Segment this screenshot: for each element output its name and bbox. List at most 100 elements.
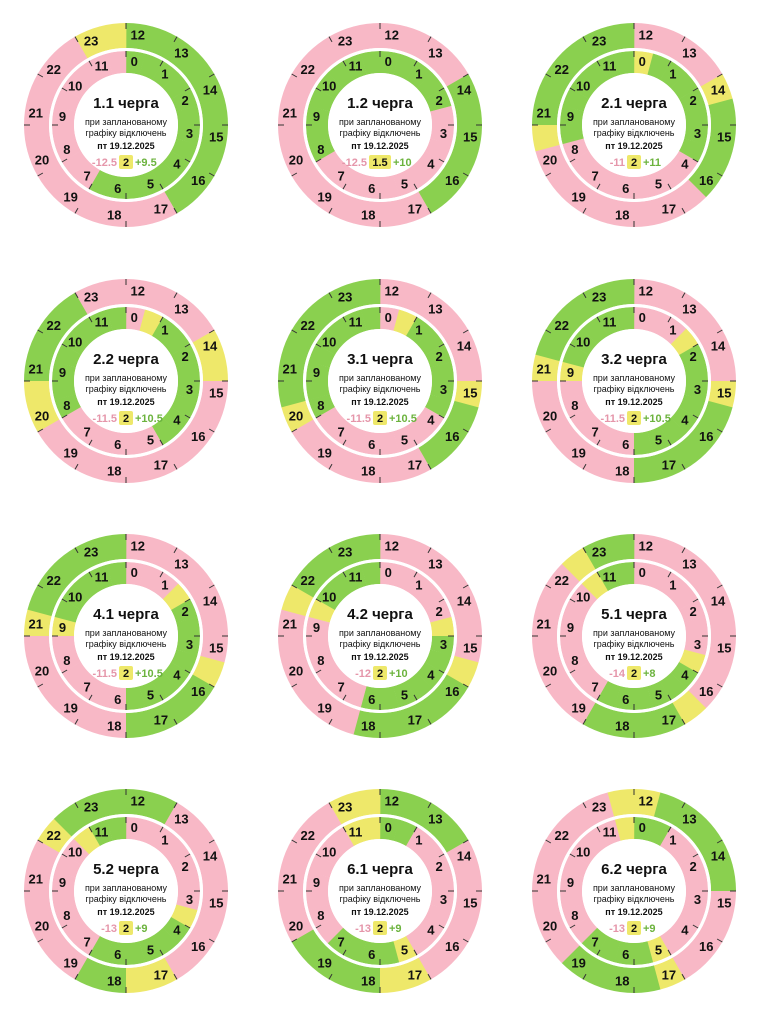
- outer-segment: [291, 52, 326, 87]
- hour-label: 19: [571, 446, 585, 461]
- hour-tick: [596, 826, 601, 833]
- outer-segment: [672, 435, 707, 470]
- outer-segment: [125, 710, 153, 738]
- mid-badge: [627, 411, 641, 425]
- hour-label: 5: [655, 177, 662, 192]
- outer-segment: [653, 957, 685, 990]
- hour-tick: [61, 414, 68, 419]
- mid-badge: [119, 921, 133, 935]
- hour-tick: [667, 949, 672, 956]
- inner-segment: [614, 686, 634, 710]
- hour-tick: [173, 207, 178, 214]
- hour-label: 11: [349, 314, 363, 329]
- hour-tick: [315, 924, 322, 929]
- outer-segment: [192, 840, 225, 872]
- inner-segment: [581, 417, 608, 446]
- inner-segment: [560, 871, 584, 891]
- hour-tick: [582, 802, 587, 809]
- inner-segment: [380, 51, 400, 75]
- outer-segment: [688, 163, 723, 198]
- inner-segment: [670, 583, 699, 611]
- hour-label: 11: [95, 824, 109, 839]
- ring-separator: [303, 304, 457, 458]
- inner-segment: [176, 616, 200, 637]
- outer-segment: [607, 199, 634, 227]
- hour-label: 22: [301, 573, 315, 588]
- hour-label: 6: [368, 181, 375, 196]
- inner-segment: [379, 941, 400, 965]
- outer-segment: [708, 609, 737, 637]
- inner-segment: [308, 649, 335, 673]
- inner-segment: [342, 935, 367, 963]
- inner-segment: [569, 406, 598, 434]
- hour-label: 4: [173, 412, 181, 427]
- hour-label: 20: [35, 152, 49, 167]
- outer-segment: [700, 144, 733, 177]
- outer-segment: [125, 455, 153, 483]
- hour-tick: [315, 343, 322, 348]
- inner-segment: [569, 838, 598, 865]
- outer-segment: [126, 789, 153, 817]
- inner-segment: [106, 562, 127, 586]
- hour-tick: [74, 292, 79, 299]
- hour-label: 10: [68, 335, 82, 350]
- hour-label: 20: [35, 408, 49, 423]
- hour-label: 22: [555, 318, 569, 333]
- hour-label: 22: [301, 828, 315, 843]
- inner-segment: [88, 680, 113, 708]
- outer-segment: [180, 308, 215, 343]
- hour-label: 8: [63, 398, 70, 413]
- inner-segment: [430, 636, 454, 656]
- inner-segment: [106, 307, 127, 331]
- outer-segment: [583, 537, 615, 570]
- inner-segment: [581, 60, 609, 89]
- inner-segment: [581, 927, 608, 956]
- hour-tick: [545, 172, 552, 177]
- outer-segment: [672, 179, 707, 214]
- hour-label: 0: [131, 54, 138, 69]
- hour-tick: [413, 183, 418, 190]
- hour-label: 5: [655, 688, 662, 703]
- inner-segment: [61, 328, 90, 355]
- outer-segment: [672, 36, 707, 71]
- hour-label: 18: [361, 464, 375, 479]
- hour-tick: [159, 826, 164, 833]
- hour-label: 14: [711, 849, 726, 864]
- hour-tick: [74, 207, 79, 214]
- hour-tick: [462, 73, 469, 78]
- outer-segment: [531, 380, 560, 408]
- hour-tick: [681, 718, 686, 725]
- outer-segment: [192, 655, 225, 688]
- inner-segment: [684, 381, 708, 401]
- inner-segment: [560, 361, 584, 381]
- hour-label: 16: [445, 173, 459, 188]
- hour-tick: [315, 853, 322, 858]
- inner-segment: [88, 425, 113, 453]
- hour-label: 20: [543, 408, 557, 423]
- hour-label: 0: [385, 310, 392, 325]
- hour-label: 10: [322, 335, 336, 350]
- hour-tick: [342, 571, 347, 578]
- minus-value: -13: [101, 923, 117, 935]
- hour-label: 10: [68, 590, 82, 605]
- hour-tick: [159, 694, 164, 701]
- hour-label: 16: [445, 684, 459, 699]
- subtitle-line1: при запланованому: [339, 628, 422, 638]
- inner-segment: [596, 935, 621, 963]
- inner-segment: [327, 927, 354, 956]
- outer-segment: [200, 354, 228, 382]
- inner-segment: [315, 661, 344, 689]
- outer-segment: [125, 965, 153, 994]
- hour-label: 21: [283, 362, 297, 377]
- outer-segment: [535, 329, 568, 362]
- outer-segment: [126, 534, 153, 562]
- inner-segment: [73, 672, 100, 701]
- inner-segment: [659, 161, 687, 190]
- hour-tick: [716, 938, 723, 943]
- outer-segment: [454, 891, 482, 918]
- hour-label: 22: [555, 62, 569, 77]
- outer-segment: [99, 710, 126, 738]
- hour-tick: [427, 292, 432, 299]
- hour-label: 6: [114, 181, 121, 196]
- outer-segment: [653, 792, 686, 825]
